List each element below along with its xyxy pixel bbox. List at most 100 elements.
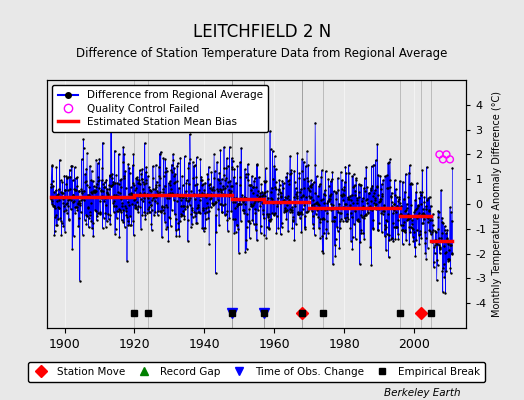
Point (208, 169, 216, 175)
Point (145, 203, 154, 210)
Point (260, 178, 269, 184)
Point (391, 236, 399, 242)
Point (181, 188, 190, 194)
Point (255, 174, 263, 180)
Point (406, 215, 414, 221)
Point (215, 186, 224, 192)
Point (390, 201, 399, 207)
Point (429, 210, 437, 217)
Point (411, 207, 419, 213)
Point (91, 207, 99, 213)
Point (447, 217, 456, 224)
Point (199, 205, 207, 212)
Point (279, 198, 287, 204)
Point (407, 224, 415, 230)
Point (212, 199, 221, 206)
Point (156, 207, 164, 214)
Point (269, 176, 277, 182)
Point (266, 146, 275, 152)
Point (288, 207, 296, 213)
Point (437, 187, 445, 194)
Point (353, 197, 361, 203)
Point (185, 202, 194, 208)
Point (324, 176, 332, 182)
Point (225, 186, 233, 193)
Point (400, 196, 408, 202)
Point (214, 177, 223, 183)
Point (88, 168, 96, 174)
Point (247, 182, 255, 188)
Point (236, 201, 245, 208)
Point (366, 244, 375, 250)
Point (404, 194, 412, 200)
Point (409, 212, 418, 219)
Point (173, 160, 182, 166)
Point (235, 200, 244, 207)
Point (61, 228, 69, 235)
Point (219, 183, 227, 189)
Point (149, 163, 157, 169)
Point (135, 192, 144, 199)
Point (381, 224, 390, 230)
Point (95, 156, 104, 162)
Point (352, 175, 360, 182)
Point (433, 262, 442, 268)
Point (136, 196, 145, 202)
Point (259, 211, 267, 218)
Point (158, 207, 167, 214)
Point (54, 186, 63, 192)
Point (220, 144, 228, 150)
Point (413, 202, 422, 208)
Point (112, 225, 120, 232)
Point (419, 219, 428, 226)
Point (80, 197, 88, 204)
Point (145, 184, 154, 190)
Point (281, 204, 289, 211)
Point (201, 210, 209, 216)
Point (201, 180, 209, 186)
Point (369, 226, 377, 232)
Point (174, 220, 182, 226)
Point (291, 199, 300, 206)
Point (300, 158, 308, 165)
Point (315, 202, 323, 208)
Point (273, 203, 281, 210)
Point (156, 188, 165, 195)
Point (436, 246, 445, 252)
Point (434, 214, 443, 220)
Point (312, 211, 320, 217)
Point (358, 206, 367, 212)
Point (286, 153, 294, 159)
Point (189, 192, 198, 199)
Point (256, 190, 265, 196)
Point (366, 203, 374, 209)
Point (348, 246, 357, 252)
Point (107, 120, 115, 127)
Point (346, 192, 354, 199)
Point (144, 195, 152, 202)
Point (439, 156, 447, 162)
Point (136, 204, 144, 210)
Point (396, 211, 405, 217)
Point (230, 174, 238, 180)
Point (262, 178, 270, 184)
Point (263, 198, 271, 204)
Point (260, 190, 268, 197)
Point (216, 147, 225, 154)
Point (88, 190, 96, 196)
Point (290, 168, 298, 174)
Point (187, 224, 195, 230)
Point (165, 213, 173, 220)
Point (198, 181, 206, 188)
Point (252, 227, 260, 233)
Point (173, 191, 182, 197)
Point (263, 188, 271, 194)
Point (125, 202, 133, 208)
Point (428, 216, 436, 223)
Point (123, 214, 132, 220)
Point (110, 203, 118, 209)
Point (63, 187, 72, 193)
Point (87, 218, 95, 224)
Point (247, 187, 256, 194)
Point (291, 185, 300, 191)
